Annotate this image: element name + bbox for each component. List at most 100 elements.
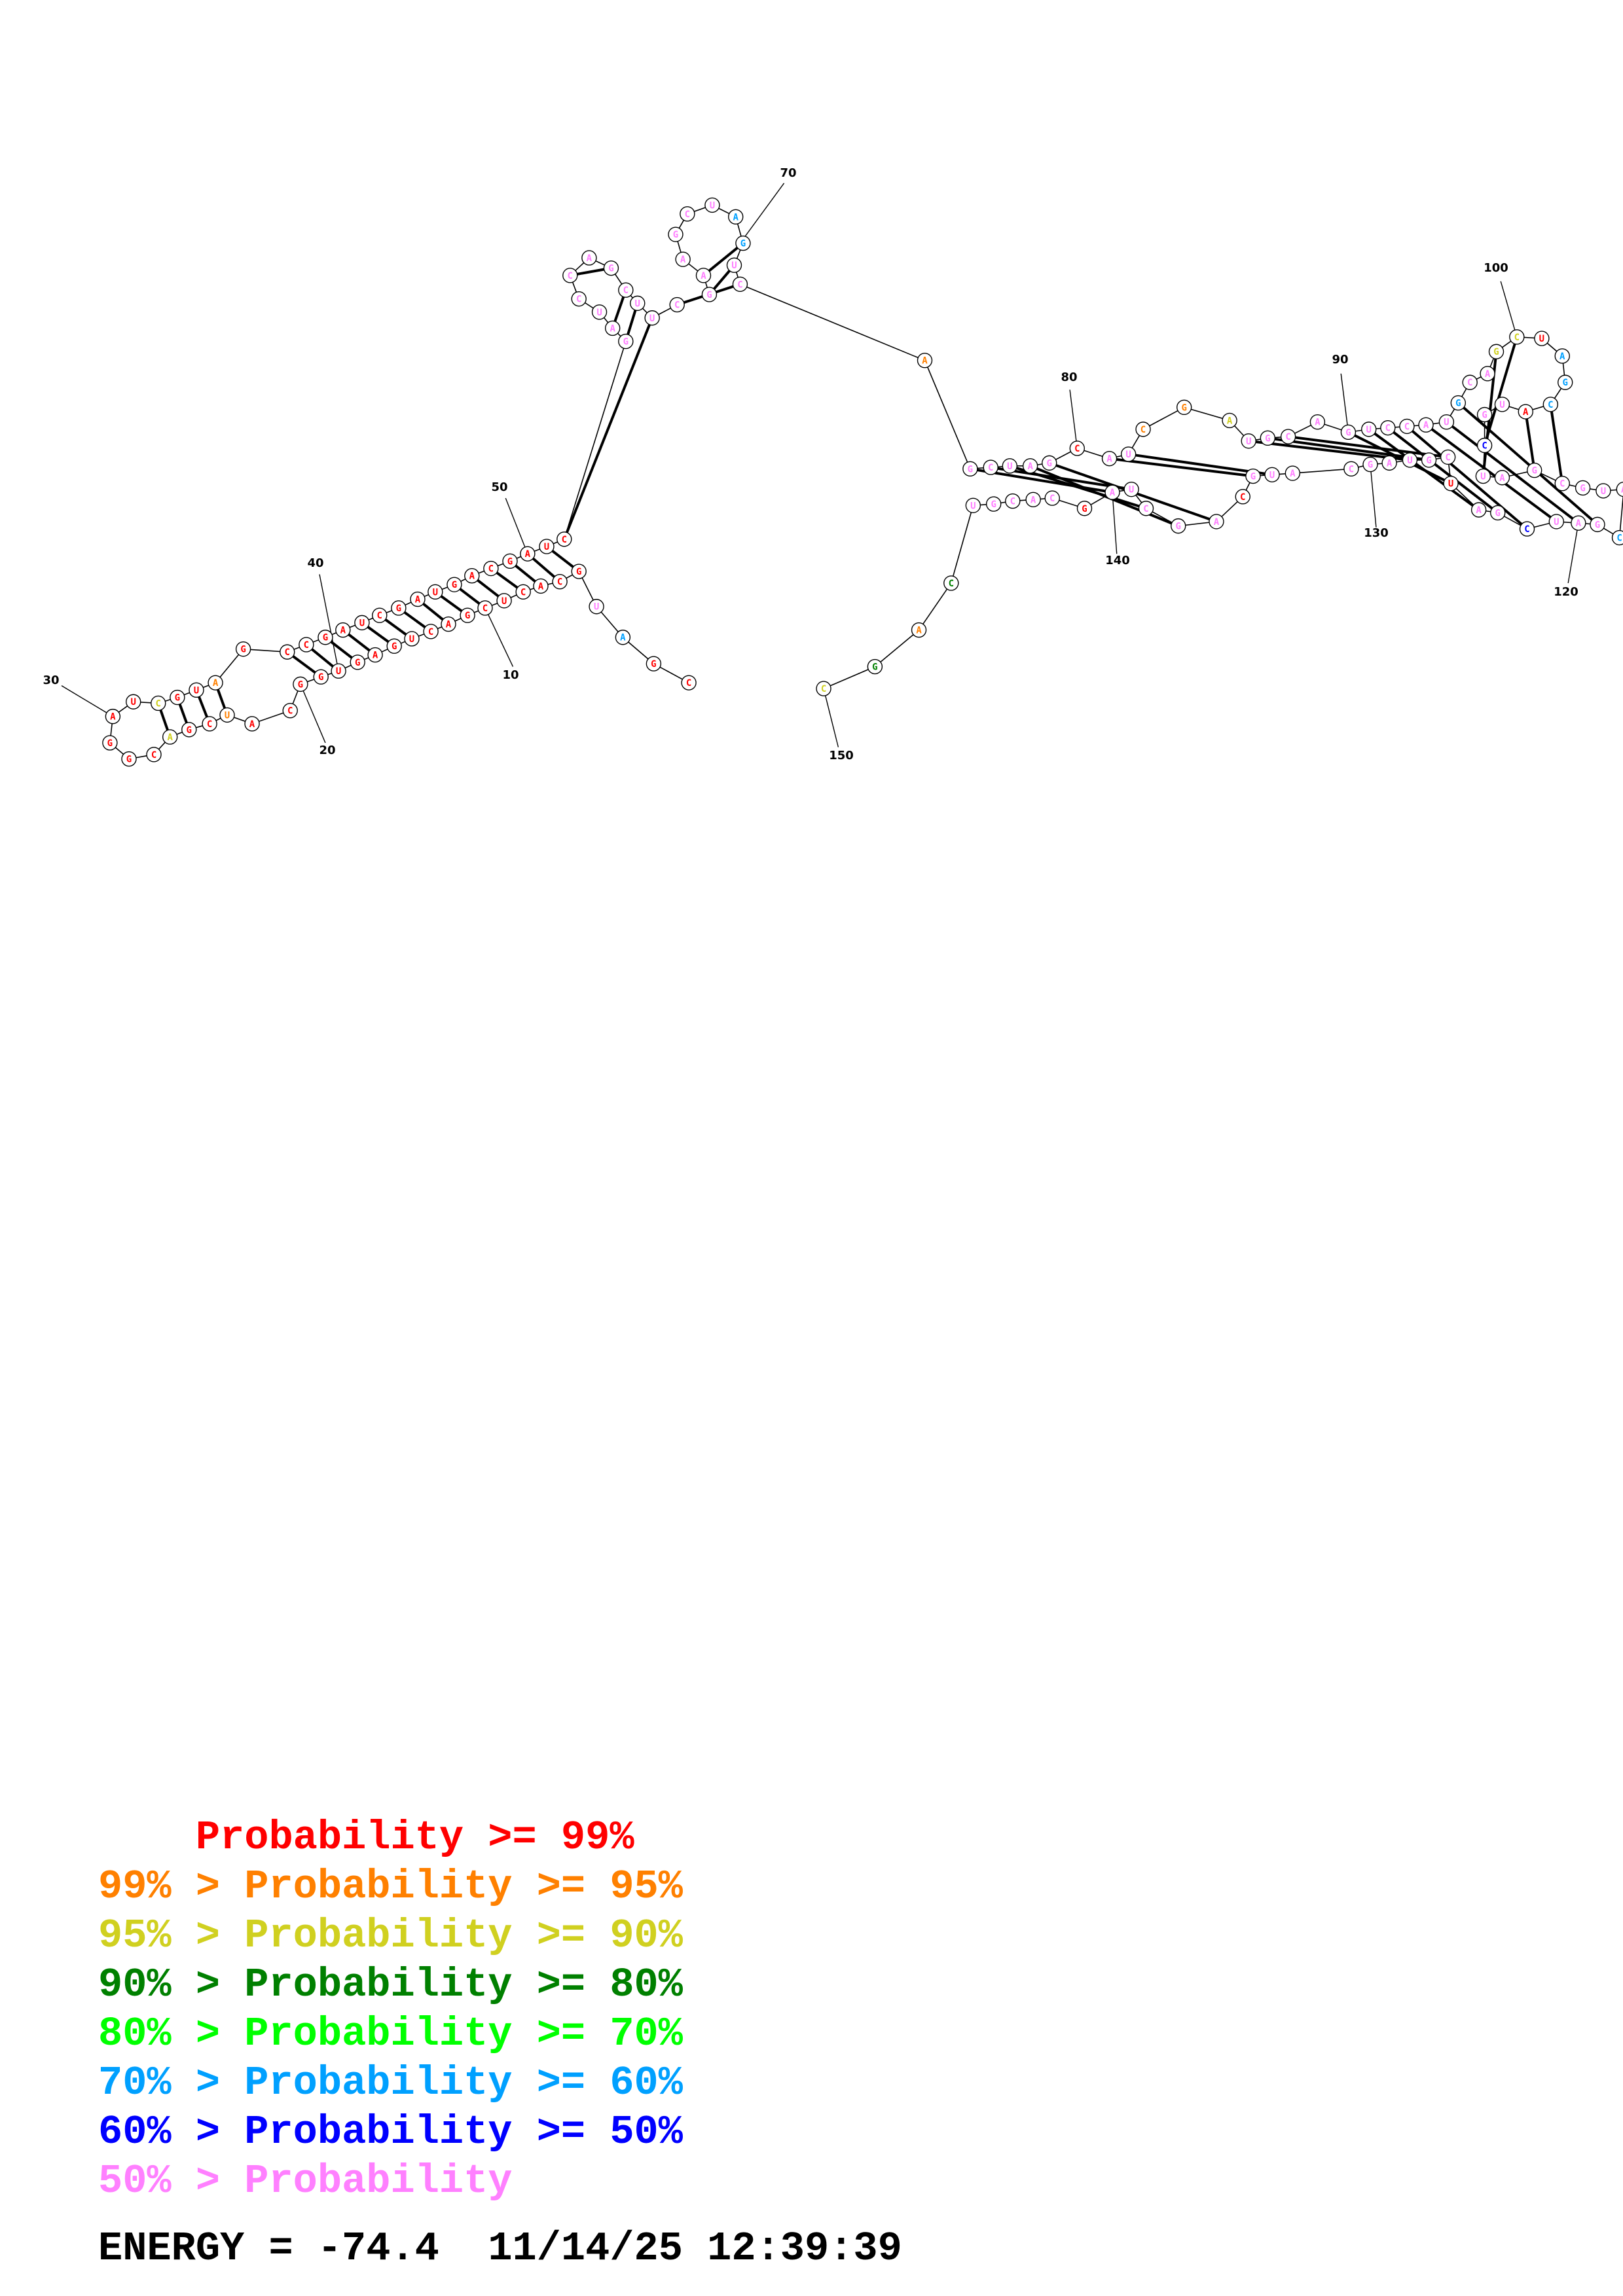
position-tick (1340, 373, 1349, 433)
svg-text:A: A (1290, 469, 1296, 479)
pos-label-90: 90 (1332, 353, 1348, 367)
svg-text:C: C (1524, 524, 1529, 535)
svg-text:C: C (377, 611, 382, 621)
legend-label: Probability >= 90% (244, 1912, 683, 1959)
legend-label: Probability (244, 2158, 513, 2204)
svg-text:U: U (1499, 400, 1504, 410)
svg-text:C: C (737, 279, 742, 290)
nucleotide: U (1264, 467, 1280, 482)
legend-threshold: 95% > (98, 1912, 245, 1959)
svg-text:C: C (949, 579, 954, 589)
legend-label: Probability >= 95% (244, 1863, 683, 1910)
svg-text:C: C (1349, 464, 1354, 475)
svg-text:G: G (175, 693, 180, 704)
nucleotide: A (244, 716, 260, 732)
nucleotide: A (162, 729, 178, 745)
svg-text:G: G (706, 290, 712, 300)
svg-text:G: G (1531, 466, 1537, 476)
nucleotide: U (331, 663, 346, 679)
nucleotide: C (681, 675, 697, 691)
nucleotide: C (1476, 437, 1493, 454)
nucleotide: U (428, 584, 443, 600)
position-tick (1069, 389, 1078, 449)
nucleotide: A (1285, 465, 1301, 481)
svg-text:A: A (1576, 518, 1582, 529)
svg-text:G: G (1495, 508, 1501, 518)
nucleotide: G (121, 751, 137, 767)
nucleotide: U (1361, 422, 1377, 437)
svg-text:A: A (1476, 505, 1482, 516)
pos-label-70: 70 (780, 166, 796, 180)
nucleotide: C (732, 276, 748, 292)
nucleotide: C (1044, 490, 1060, 506)
svg-text:C: C (483, 603, 488, 614)
nucleotide: C (816, 681, 831, 696)
nucleotide: G (447, 577, 462, 592)
timestamp: 11/14/25 12:39:39 (488, 2225, 902, 2272)
nucleotide: G (1450, 395, 1467, 411)
nucleotide: A (410, 591, 426, 607)
nucleotide: C (1440, 449, 1456, 465)
svg-text:C: C (207, 719, 212, 730)
svg-text:G: G (396, 603, 401, 614)
svg-text:U: U (1539, 334, 1544, 344)
svg-text:G: G (651, 659, 656, 670)
nucleotide: G (603, 260, 619, 276)
svg-text:G: G (107, 738, 113, 749)
nucleotide: C (1069, 440, 1085, 456)
nucleotide: A (533, 578, 549, 594)
svg-text:A: A (249, 719, 255, 730)
svg-text:C: C (1140, 425, 1146, 435)
svg-text:C: C (623, 285, 629, 296)
base-pair-bond (1406, 425, 1528, 530)
nucleotide: U (1443, 476, 1459, 492)
svg-text:U: U (710, 200, 715, 211)
svg-text:A: A (469, 571, 475, 582)
nucleotide: U (1123, 481, 1139, 497)
pos-label-80: 80 (1061, 370, 1077, 384)
svg-text:G: G (240, 645, 246, 655)
nucleotide: G (1171, 518, 1186, 534)
nucleotide: G (1575, 480, 1591, 496)
svg-text:C: C (1385, 423, 1391, 434)
svg-text:G: G (1082, 504, 1087, 514)
svg-text:A: A (1559, 351, 1565, 362)
svg-text:G: G (1368, 460, 1373, 471)
nucleotide: U (1534, 331, 1550, 346)
svg-text:A: A (446, 620, 452, 630)
base-pair-bond (1029, 464, 1179, 528)
svg-text:G: G (991, 499, 996, 510)
nucleotide: U (591, 304, 608, 320)
nucleotide: C (1542, 397, 1559, 412)
pos-label-130: 130 (1364, 526, 1389, 540)
nucleotide: C (1135, 422, 1151, 437)
svg-text:C: C (1074, 444, 1080, 454)
svg-text:A: A (587, 253, 593, 264)
svg-text:C: C (1049, 493, 1055, 504)
nucleotide: C (282, 702, 298, 719)
nucleotide: C (680, 206, 695, 222)
nucleotide: G (1340, 424, 1357, 440)
svg-text:A: A (1106, 454, 1112, 465)
svg-text:A: A (1523, 407, 1529, 418)
legend-line: 90% > Probability >= 80% (98, 1960, 683, 2009)
svg-text:U: U (635, 298, 640, 309)
nucleotide: G (502, 553, 518, 569)
svg-text:G: G (187, 725, 192, 736)
svg-text:C: C (1404, 422, 1410, 432)
nucleotide: C (562, 268, 578, 283)
svg-text:A: A (701, 271, 706, 281)
legend-line: 95% > Probability >= 90% (98, 1911, 683, 1960)
base-pair-bond (1248, 439, 1410, 461)
svg-text:G: G (1482, 410, 1487, 420)
legend-line: 50% > Probability (98, 2157, 683, 2206)
nucleotide: G (386, 638, 402, 654)
nucleotide: G (460, 607, 475, 623)
svg-text:A: A (213, 678, 219, 689)
backbone (109, 204, 1623, 760)
svg-text:U: U (1007, 461, 1012, 472)
nucleotide: A (367, 647, 383, 663)
nucleotide: G (668, 226, 684, 242)
position-tick (319, 574, 339, 672)
pos-label-120: 120 (1554, 585, 1578, 599)
